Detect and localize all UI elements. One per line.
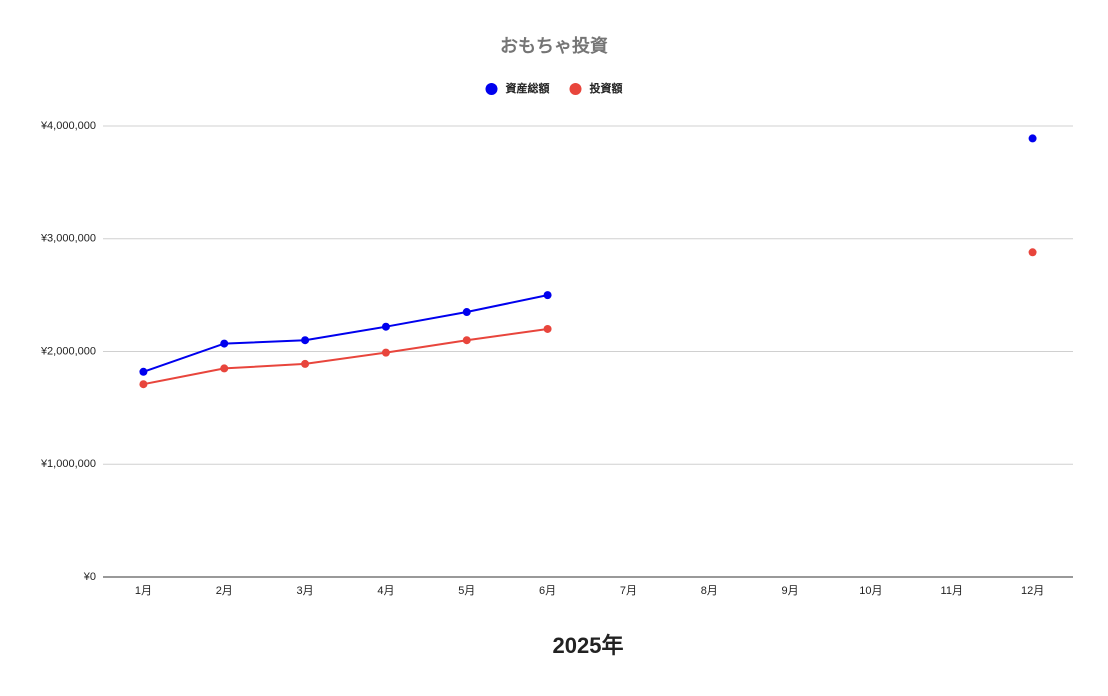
x-axis-label: 2025年 [553,633,624,658]
legend-label: 投資額 [590,81,623,95]
x-tick-label: 5月 [458,585,475,597]
data-point [1028,248,1037,257]
data-point [301,336,310,345]
data-point [381,348,390,357]
data-point [1028,134,1037,143]
series-line [143,294,548,373]
legend-marker [485,83,498,95]
x-tick-label: 4月 [377,585,394,597]
data-point [220,364,229,373]
data-point [462,336,471,345]
data-point [543,324,552,333]
legend-label: 資産総額 [506,81,550,95]
x-tick-label: 2月 [216,585,233,597]
chart-title: おもちゃ投資 [500,35,608,56]
x-tick-label: 10月 [859,585,882,597]
x-tick-label: 9月 [782,585,799,597]
data-point [301,359,310,368]
x-tick-label: 12月 [1021,585,1044,597]
data-point [462,308,471,317]
x-tick-label: 7月 [620,585,637,597]
x-tick-label: 1月 [135,585,152,597]
x-tick-label: 8月 [701,585,718,597]
data-point [381,322,390,331]
data-point [139,367,148,376]
data-point [139,380,148,389]
data-point [220,339,229,348]
y-tick-label: ¥4,000,000 [40,120,96,132]
y-tick-label: ¥2,000,000 [40,345,96,357]
y-tick-label: ¥3,000,000 [40,233,96,245]
y-tick-label: ¥0 [83,571,96,583]
legend-marker [569,83,582,95]
x-tick-label: 11月 [941,585,963,597]
x-tick-label: 6月 [539,585,556,597]
x-tick-label: 3月 [297,585,314,597]
y-tick-label: ¥1,000,000 [40,458,96,470]
data-point [543,291,552,300]
series-line [143,327,548,386]
